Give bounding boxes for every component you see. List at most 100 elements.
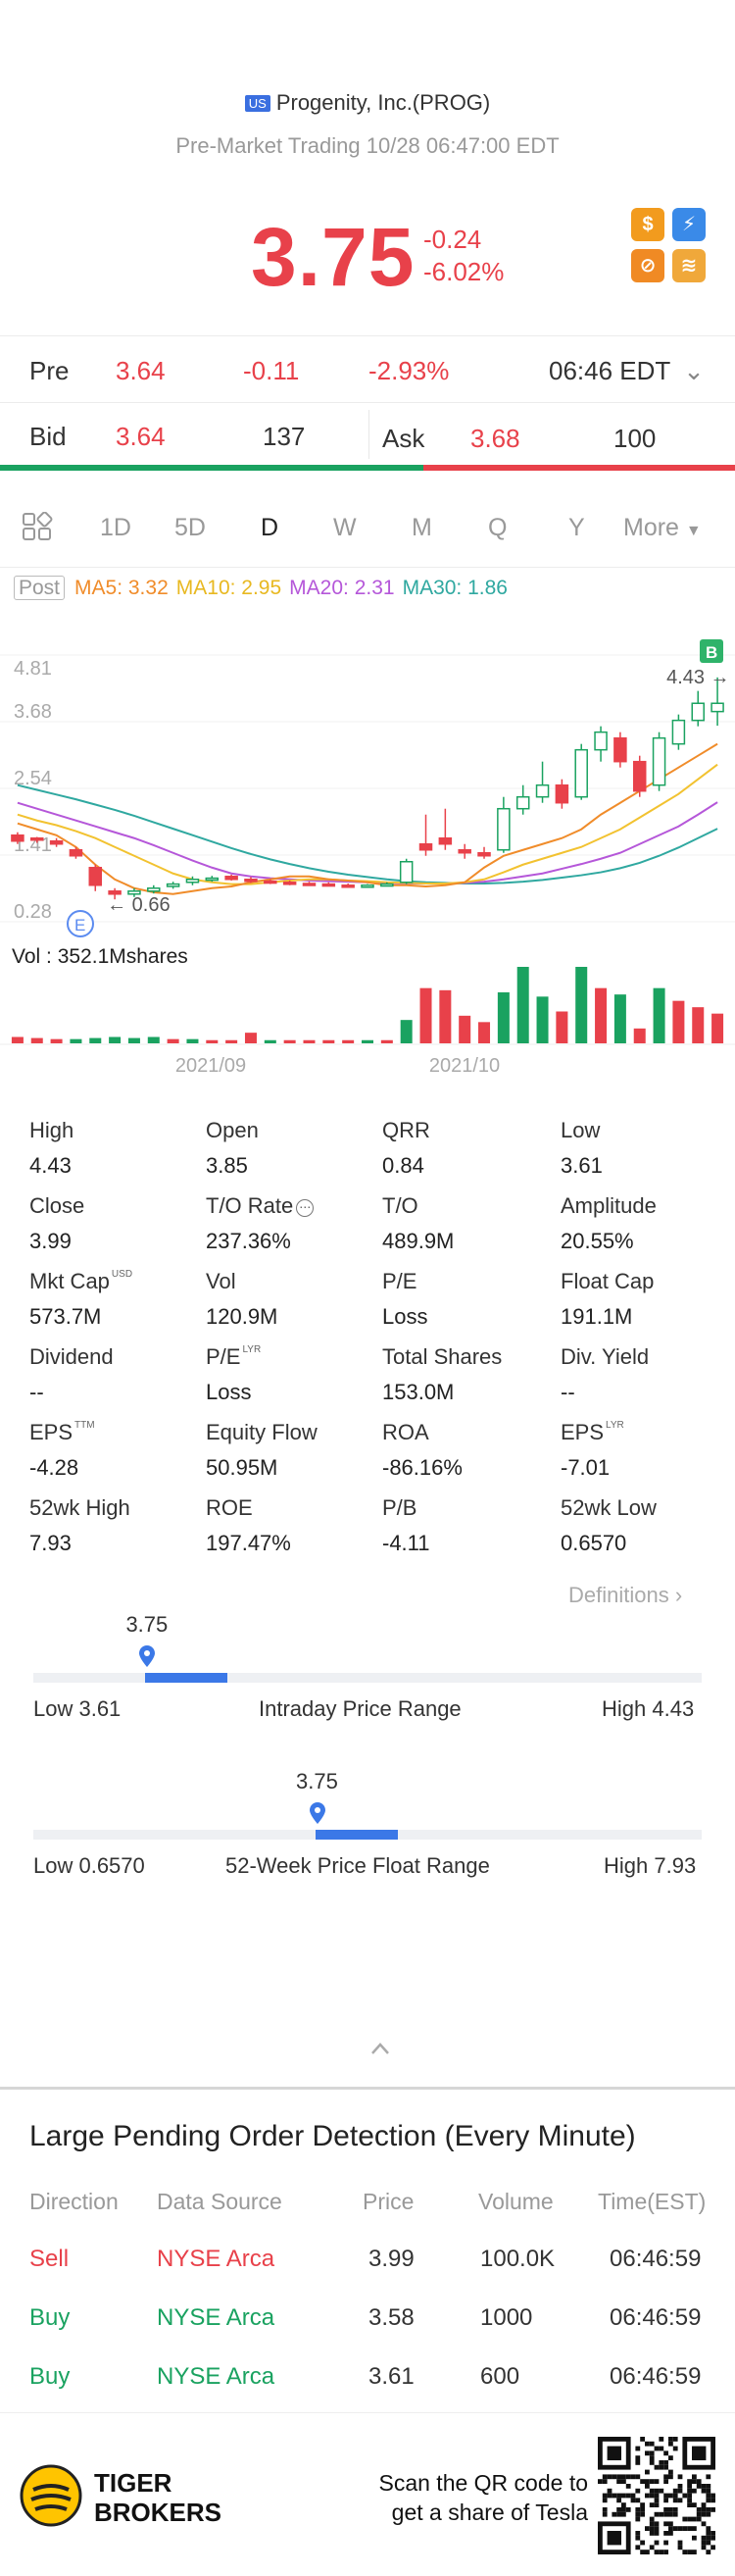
qr-module — [663, 2479, 668, 2484]
stat-label: Dividend — [29, 1344, 114, 1370]
ask-price: 3.68 — [470, 424, 520, 453]
qr-module — [654, 2488, 660, 2494]
qr-module — [621, 2493, 626, 2499]
price-change-pct: -6.02% — [423, 257, 505, 286]
qr-module — [710, 2493, 715, 2499]
stock-name: Progenity, Inc.(PROG) — [275, 90, 491, 115]
volume-bar — [70, 1038, 82, 1043]
order-volume: 100.0K — [480, 2246, 556, 2272]
qr-module — [663, 2521, 668, 2527]
info-icon[interactable]: ⋯ — [296, 1199, 315, 1217]
volume-bar — [89, 1037, 102, 1043]
section-separator — [0, 2087, 735, 2090]
stat-value: -7.01 — [561, 1455, 611, 1480]
tab-d[interactable]: D — [261, 514, 279, 541]
dollar-icon[interactable]: $ — [631, 208, 664, 241]
candle-down — [88, 867, 103, 886]
qr-module — [668, 2474, 673, 2480]
pre-time-selector[interactable]: 06:46 EDT ⌄ — [549, 356, 705, 386]
qr-module — [682, 2526, 688, 2531]
stat-label: High — [29, 1118, 74, 1143]
intraday-range-fill — [145, 1673, 228, 1683]
stock-title: US Progenity, Inc.(PROG) — [0, 90, 735, 116]
qr-module — [654, 2479, 660, 2484]
pending-orders-title: Large Pending Order Detection (Every Min… — [29, 2120, 636, 2152]
qr-module — [701, 2521, 707, 2527]
stat-label: Equity Flow — [206, 1420, 318, 1445]
qr-module — [663, 2450, 668, 2456]
candle-down — [49, 839, 64, 845]
stat-value: Loss — [382, 1304, 428, 1329]
qr-module — [630, 2474, 636, 2480]
stat-label-text: P/E — [382, 1269, 417, 1293]
tab-more[interactable]: More ▼ — [623, 514, 702, 542]
qr-module — [663, 2460, 668, 2465]
stat-label: Vol — [206, 1269, 236, 1294]
qr-module — [692, 2502, 697, 2507]
qr-module — [649, 2516, 655, 2522]
qr-module — [649, 2460, 655, 2465]
order-source: NYSE Arca — [157, 2304, 275, 2331]
qr-module — [672, 2507, 678, 2512]
earnings-badge-label: E — [74, 916, 85, 934]
tab-q[interactable]: Q — [488, 514, 508, 541]
buy-badge-label: B — [706, 643, 717, 662]
stat-value: 197.47% — [206, 1531, 291, 1555]
qr-module — [640, 2502, 645, 2507]
qr-module — [706, 2531, 711, 2536]
volume-bar — [322, 1039, 335, 1043]
qr-module — [640, 2437, 645, 2442]
qr-module — [677, 2474, 683, 2480]
qr-module — [598, 2479, 603, 2484]
volume-bar — [303, 1039, 316, 1043]
tab-more-label: More — [623, 514, 679, 541]
qr-code[interactable] — [598, 2437, 715, 2554]
volume-bar — [283, 1039, 296, 1043]
qr-module — [701, 2540, 707, 2546]
post-badge: Post — [14, 576, 66, 600]
qr-module — [706, 2507, 711, 2512]
candle-down — [555, 783, 569, 804]
tab-1d[interactable]: 1D — [100, 514, 131, 541]
qr-module — [687, 2502, 692, 2507]
volume-bar — [497, 992, 510, 1043]
candle-up — [185, 879, 200, 884]
qr-module — [621, 2511, 626, 2517]
stat-value: 3.61 — [561, 1153, 603, 1178]
pre-label: Pre — [29, 356, 70, 385]
y-tick-label: 3.68 — [14, 701, 52, 723]
candle-down — [108, 890, 122, 895]
volume-bar — [264, 1039, 276, 1043]
qr-module — [677, 2540, 683, 2546]
promo-line-2: get a share of Tesla — [391, 2500, 588, 2525]
qr-module — [616, 2474, 621, 2480]
qr-module — [701, 2488, 707, 2494]
qr-module — [659, 2437, 664, 2442]
definitions-link[interactable]: Definitions › — [568, 1583, 682, 1608]
tab-y[interactable]: Y — [568, 514, 585, 541]
stat-label-text: 52wk Low — [561, 1495, 657, 1520]
tab-5d[interactable]: 5D — [174, 514, 206, 541]
price-change: -0.24 — [423, 225, 482, 254]
stat-label-text: High — [29, 1118, 74, 1142]
stat-value: 573.7M — [29, 1304, 102, 1329]
qr-module — [654, 2502, 660, 2507]
grid-layout-icon[interactable] — [22, 511, 55, 546]
volume-bar — [692, 1007, 705, 1043]
volume-bar — [109, 1036, 122, 1043]
order-volume: 1000 — [480, 2304, 533, 2331]
tab-w[interactable]: W — [333, 514, 357, 541]
lightning-icon[interactable]: ⚡ — [672, 208, 706, 241]
ma10-line — [17, 763, 718, 885]
qr-module — [696, 2507, 702, 2512]
qr-module — [710, 2498, 715, 2503]
chevron-up-icon[interactable] — [370, 2042, 390, 2060]
stat-value: 20.55% — [561, 1229, 634, 1253]
stack-icon[interactable]: ≋ — [672, 249, 706, 282]
tab-m[interactable]: M — [412, 514, 432, 541]
volume-bar — [536, 996, 549, 1043]
stat-label: Open — [206, 1118, 259, 1143]
no-sign-icon[interactable]: ⊘ — [631, 249, 664, 282]
stat-label-text: Vol — [206, 1269, 236, 1293]
